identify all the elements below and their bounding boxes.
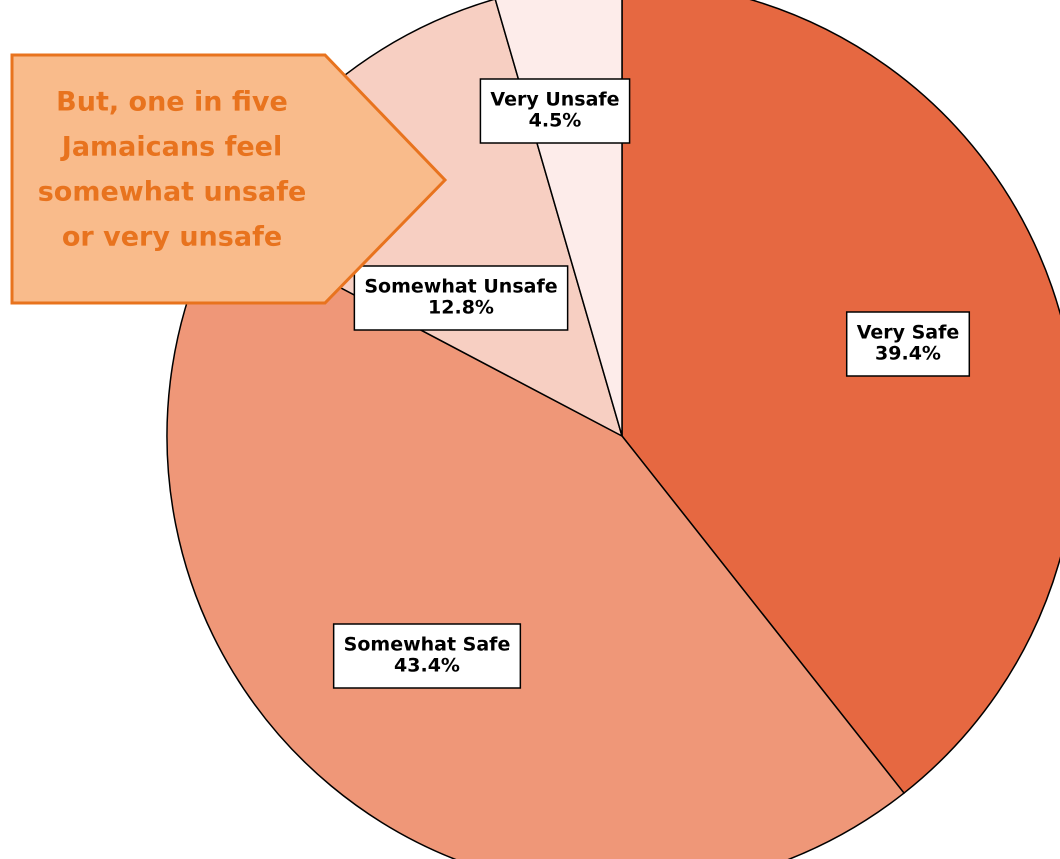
- label-name: Very Unsafe: [490, 89, 619, 111]
- label-value: 12.8%: [428, 297, 494, 319]
- label-name: Somewhat Unsafe: [364, 276, 557, 298]
- label-name: Very Safe: [857, 322, 960, 344]
- label-value: 39.4%: [875, 343, 941, 365]
- pie-slice: [166, 222, 906, 859]
- label-box: [845, 311, 971, 377]
- label-value: 43.4%: [394, 655, 460, 677]
- label-box: [332, 623, 522, 689]
- annotation: or very unsafe: [62, 222, 282, 253]
- annotation: But, one in five: [56, 87, 288, 118]
- annotation: somewhat unsafe: [38, 177, 307, 208]
- label-value: 4.5%: [529, 110, 582, 132]
- callout: [10, 53, 448, 305]
- label-name: Somewhat Safe: [344, 634, 511, 656]
- pie-slice: [621, 0, 1060, 795]
- label-box: [353, 265, 569, 331]
- annotation: Jamaicans feel: [60, 132, 282, 163]
- label-box: [479, 78, 631, 144]
